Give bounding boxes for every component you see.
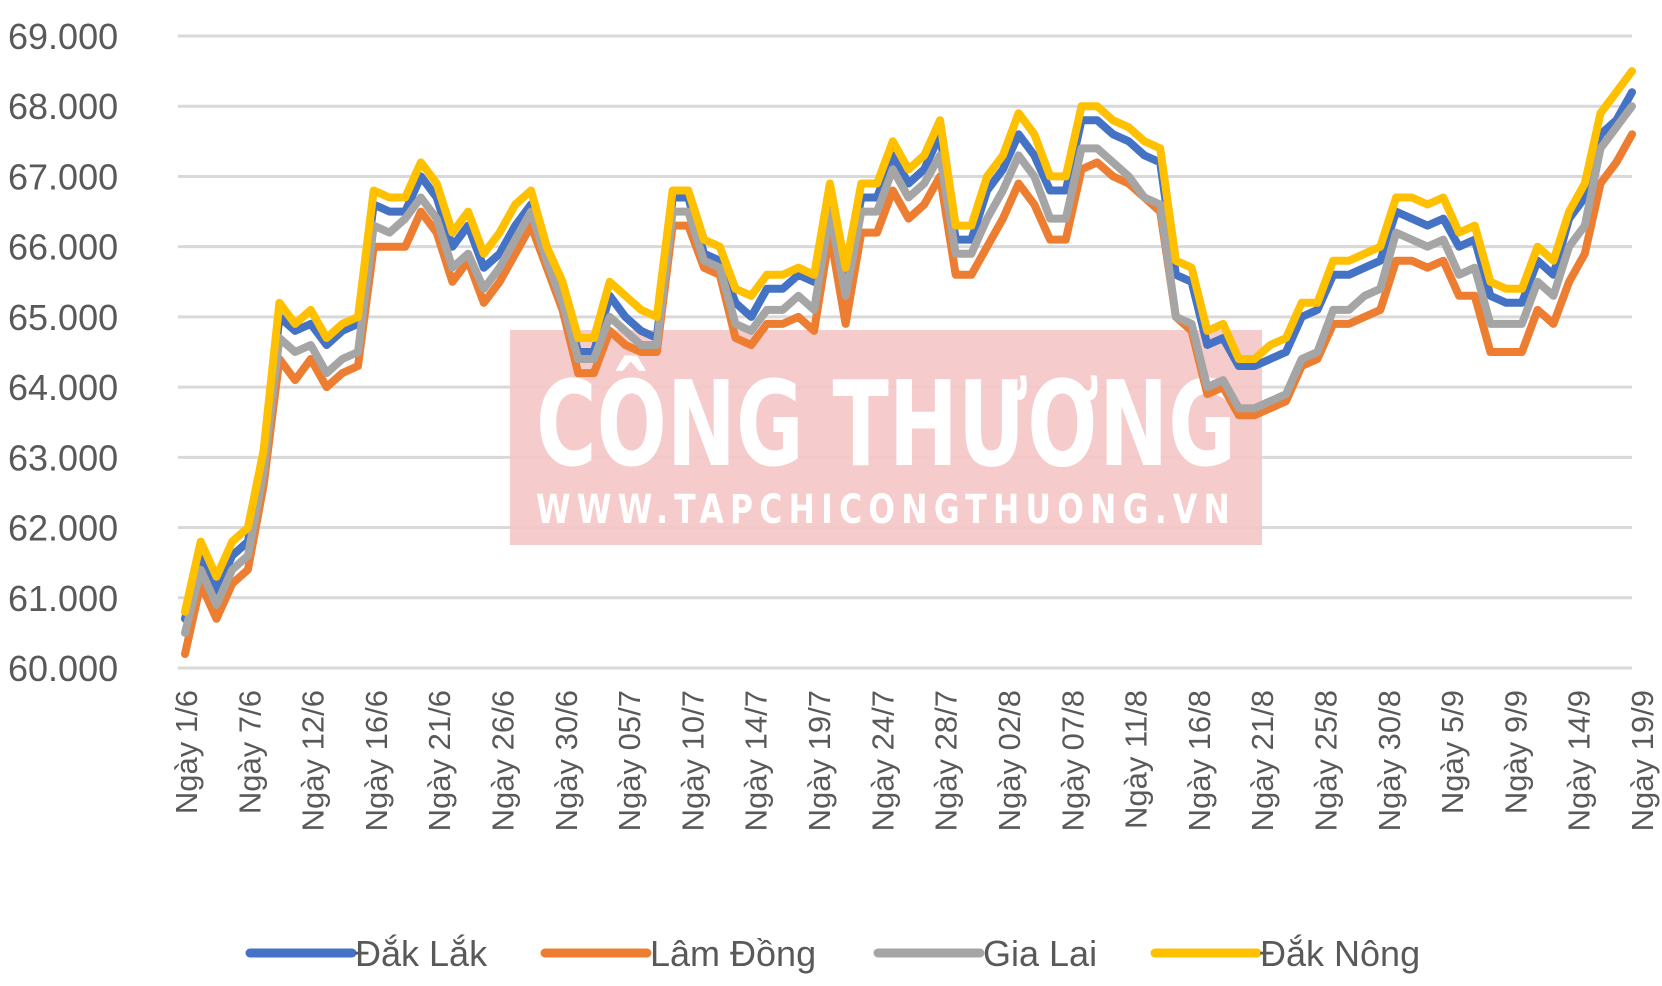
x-axis-tick-labels: Ngày 1/6 Ngày 7/6 Ngày 12/6 Ngày 16/6 Ngày 2… xyxy=(169,690,1660,831)
legend-label: Lâm Đồng xyxy=(650,933,816,974)
x-tick-label: Ngày 1/6 xyxy=(169,690,204,814)
y-tick-label: 66.000 xyxy=(8,227,118,268)
x-tick-label: Ngày 12/6 xyxy=(296,690,331,831)
x-tick-label: Ngày 14/7 xyxy=(739,690,774,831)
y-tick-label: 63.000 xyxy=(8,437,118,478)
x-tick-label: Ngày 26/6 xyxy=(486,690,521,831)
y-tick-label: 65.000 xyxy=(8,297,118,338)
legend: Đắk Lắk Lâm Đồng Gia Lai Đắk Nông xyxy=(245,933,1420,974)
legend-label: Đắk Nông xyxy=(1260,933,1420,974)
x-tick-label: Ngày 30/6 xyxy=(549,690,584,831)
x-tick-label: Ngày 16/8 xyxy=(1182,690,1217,831)
watermark-title: CÔNG THƯƠNG xyxy=(536,355,1236,493)
x-tick-label: Ngày 9/9 xyxy=(1498,690,1533,814)
y-tick-label: 67.000 xyxy=(8,156,118,197)
series-lines xyxy=(181,67,1636,658)
x-tick-label: Ngày 05/7 xyxy=(612,690,647,831)
x-tick-label: Ngày 07/8 xyxy=(1055,690,1090,831)
x-tick-label: Ngày 5/9 xyxy=(1435,690,1470,814)
y-tick-label: 60.000 xyxy=(8,648,118,689)
x-tick-label: Ngày 16/6 xyxy=(359,690,394,831)
x-tick-label: Ngày 25/8 xyxy=(1308,690,1343,831)
x-tick-label: Ngày 02/8 xyxy=(992,690,1027,831)
x-tick-label: Ngày 19/7 xyxy=(802,690,837,831)
y-tick-label: 61.000 xyxy=(8,578,118,619)
x-tick-label: Ngày 30/8 xyxy=(1372,690,1407,831)
legend-label: Đắk Lắk xyxy=(355,933,488,974)
watermark-background xyxy=(510,330,1262,545)
x-tick-label: Ngày 7/6 xyxy=(232,690,267,814)
y-tick-label: 68.000 xyxy=(8,86,118,127)
series-line xyxy=(181,130,1636,658)
series-line xyxy=(181,88,1636,623)
watermark-url: WWW.TAPCHICONGTHUONG.VN xyxy=(536,487,1236,533)
x-tick-label: Ngày 19/9 xyxy=(1625,690,1660,831)
x-tick-label: Ngày 14/9 xyxy=(1562,690,1597,831)
x-tick-label: Ngày 10/7 xyxy=(675,690,710,831)
x-tick-label: Ngày 11/8 xyxy=(1119,690,1154,829)
legend-label: Gia Lai xyxy=(983,933,1097,974)
y-axis-tick-labels: 60.000 61.000 62.000 63.000 64.000 65.000 66.0… xyxy=(8,16,118,689)
watermark: CÔNG THƯƠNG WWW.TAPCHICONGTHUONG.VN xyxy=(510,330,1262,545)
y-tick-label: 62.000 xyxy=(8,508,118,549)
series-line xyxy=(181,67,1636,616)
series-line xyxy=(181,102,1636,637)
x-tick-label: Ngày 28/7 xyxy=(929,690,964,831)
y-tick-label: 69.000 xyxy=(8,16,118,57)
x-tick-label: Ngày 21/8 xyxy=(1245,690,1280,831)
x-tick-label: Ngày 24/7 xyxy=(865,690,900,831)
x-tick-label: Ngày 21/6 xyxy=(422,690,457,831)
y-tick-label: 64.000 xyxy=(8,367,118,408)
